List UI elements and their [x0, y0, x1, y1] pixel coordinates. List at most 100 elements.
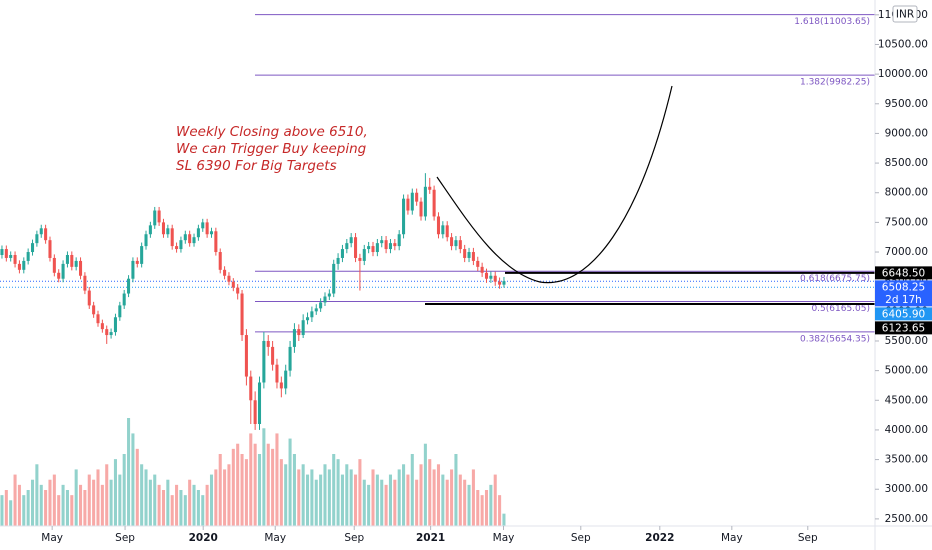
candle-body — [262, 340, 266, 383]
candle-body — [61, 263, 65, 279]
volume-bar — [0, 495, 4, 526]
candle-body — [122, 293, 126, 306]
candle-body — [140, 246, 144, 264]
y-tick-label: 10000.00 — [878, 68, 928, 80]
volume-bar — [35, 464, 39, 526]
volume-bar — [319, 474, 323, 526]
candle-body — [240, 293, 244, 336]
candle-body — [284, 370, 288, 389]
candle-body — [415, 192, 419, 202]
volume-bar — [419, 464, 423, 526]
volume-bar — [100, 484, 104, 526]
volume-bar — [144, 469, 148, 526]
volume-bar — [157, 484, 161, 526]
y-tick-label: 9000.00 — [885, 127, 928, 139]
candle-body — [26, 252, 30, 261]
candle-body — [432, 189, 436, 217]
volume-bar — [345, 464, 349, 526]
volume-bar — [279, 459, 283, 526]
price-label-box — [875, 280, 932, 307]
candle-body — [0, 249, 4, 255]
candle-body — [305, 317, 310, 321]
candle-body — [249, 376, 253, 401]
fib-label: 0.382(5654.35) — [800, 334, 870, 344]
price-label-box — [875, 266, 932, 280]
annotation: SL 6390 For Big Targets — [176, 158, 337, 174]
volume-bar — [179, 490, 183, 526]
volume-bar — [498, 495, 502, 526]
volume-bar — [253, 443, 257, 526]
volume-bar — [388, 474, 392, 526]
volume-bar — [209, 474, 214, 526]
candle-body — [205, 222, 209, 235]
volume-bar — [44, 490, 48, 526]
volume-bar — [214, 469, 218, 526]
candle-body — [223, 269, 227, 276]
candle-body — [65, 254, 69, 264]
candle-body — [336, 257, 340, 264]
volume-bar — [402, 464, 406, 526]
volume-bar — [393, 479, 397, 526]
x-tick-label: Sep — [115, 532, 135, 544]
candles — [0, 173, 506, 430]
volume-bar — [297, 469, 301, 526]
price-label: 6123.65 — [882, 322, 925, 334]
annotation: We can Trigger Buy keeping — [176, 141, 367, 157]
candle-body — [57, 272, 61, 279]
fib-label: 1.382(9982.25) — [800, 78, 870, 88]
candle-body — [52, 257, 56, 273]
candle-body — [471, 252, 475, 261]
volume-bar — [384, 484, 388, 526]
candle-body — [380, 240, 384, 244]
candle-body — [402, 198, 406, 235]
candle-body — [135, 260, 139, 264]
y-tick-label: 7500.00 — [885, 216, 928, 228]
candle-body — [388, 243, 392, 250]
volume-bar — [196, 490, 200, 526]
x-tick-label: May — [264, 532, 286, 544]
volume-bar — [292, 454, 296, 526]
candle-body — [131, 260, 135, 279]
volume-bar — [79, 484, 83, 526]
y-tick-label: 9500.00 — [885, 98, 928, 110]
volume-bar — [4, 490, 8, 526]
candle-body — [275, 364, 279, 383]
volume-bar — [83, 490, 87, 526]
fib-label: 1.618(11003.65) — [794, 17, 870, 27]
volume-bar — [502, 513, 506, 526]
volume-bar — [231, 448, 235, 526]
candle-body — [266, 340, 270, 347]
fib-label: 0.618(6675.75) — [800, 274, 870, 284]
candle-body — [109, 332, 113, 336]
candle-body — [144, 234, 148, 247]
candle-body — [354, 237, 358, 258]
candle-body — [209, 231, 214, 235]
volume-bar — [9, 500, 13, 526]
volume-bar — [467, 484, 471, 526]
volume-bar — [423, 443, 427, 526]
candle-body — [118, 305, 122, 318]
y-tick-label: 3500.00 — [885, 454, 928, 466]
volume-bar — [375, 474, 379, 526]
candle-body — [214, 231, 218, 253]
y-tick-label: 5500.00 — [885, 335, 928, 347]
candle-body — [436, 216, 441, 235]
volume-bar — [367, 484, 371, 526]
candle-body — [271, 346, 275, 365]
candle-body — [393, 243, 397, 247]
x-tick-label: May — [41, 532, 63, 544]
volume-bar — [458, 474, 462, 526]
candle-body — [454, 240, 458, 247]
volume-bar — [22, 495, 26, 526]
volume-bar — [410, 454, 414, 526]
volume-bar — [153, 474, 157, 526]
candle-body — [192, 237, 196, 244]
annotation: Weekly Closing above 6510, — [176, 124, 368, 140]
volume-bar — [140, 464, 144, 526]
volume-bar — [122, 454, 126, 526]
candle-body — [410, 192, 414, 211]
candle-body — [227, 275, 231, 282]
candle-body — [371, 246, 375, 253]
volume-bar — [105, 464, 109, 526]
x-tick-label: Sep — [571, 532, 591, 544]
